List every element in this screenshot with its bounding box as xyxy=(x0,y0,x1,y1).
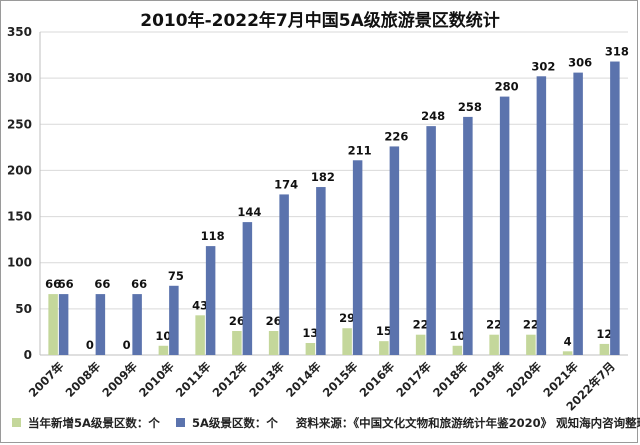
x-tick-label: 2018年 xyxy=(430,359,471,400)
x-tick-label: 2014年 xyxy=(283,359,324,400)
data-label-new: 10 xyxy=(155,329,171,343)
data-label-new: 22 xyxy=(523,318,539,332)
data-label-total: 75 xyxy=(168,269,184,283)
chart-title: 2010年-2022年7月中国5A级旅游景区数统计 xyxy=(140,11,500,31)
legend-item-total: 5A级景区数：个 xyxy=(175,416,282,430)
x-tick-label: 2010年 xyxy=(136,359,177,400)
bar-new xyxy=(268,331,279,355)
data-label-total: 144 xyxy=(237,205,261,219)
legend-item-new: 当年新增5A级景区数：个 xyxy=(12,416,164,430)
data-label-new: 12 xyxy=(596,327,612,341)
x-tick-label: 2012年 xyxy=(210,359,251,400)
bar-total xyxy=(95,294,106,355)
data-label-total: 211 xyxy=(348,143,372,157)
data-label-total: 306 xyxy=(568,56,592,70)
bar-total xyxy=(499,96,510,355)
data-label-total: 118 xyxy=(201,229,225,243)
y-tick-label: 0 xyxy=(24,348,32,362)
x-tick-label: 2007年 xyxy=(26,359,67,400)
data-label-new: 13 xyxy=(302,326,318,340)
data-label-new: 22 xyxy=(413,318,429,332)
data-label-new: 29 xyxy=(339,311,355,325)
bar-total xyxy=(389,146,400,355)
x-tick-label: 2015年 xyxy=(320,359,361,400)
bar-total xyxy=(463,116,473,355)
bar-new xyxy=(379,341,389,355)
bar-total xyxy=(610,61,620,355)
y-tick-label: 150 xyxy=(7,210,32,224)
source-note: 资料来源：《中国文化文物和旅游统计年鉴2020》 观知海内咨询整理 xyxy=(295,416,640,430)
bar-new xyxy=(452,345,463,355)
bar-total xyxy=(536,76,547,355)
data-label-total: 280 xyxy=(495,80,519,94)
x-tick-label: 2008年 xyxy=(63,359,104,400)
legend-label-total: 5A级景区数：个 xyxy=(191,416,278,430)
bar-total xyxy=(316,187,326,355)
bar-new xyxy=(342,328,352,355)
bar-new xyxy=(305,343,316,355)
data-label-new: 66 xyxy=(45,277,61,291)
data-label-new: 4 xyxy=(564,334,572,348)
data-label-total: 248 xyxy=(421,109,445,123)
bar-new xyxy=(526,334,536,355)
data-label-new: 0 xyxy=(86,338,94,352)
legend-label-new: 当年新增5A级景区数：个 xyxy=(28,416,160,430)
data-label-total: 226 xyxy=(384,129,408,143)
data-label-total: 182 xyxy=(311,170,335,184)
data-label-new: 26 xyxy=(229,314,245,328)
data-label-total: 66 xyxy=(131,277,147,291)
x-tick-label: 2020年 xyxy=(504,359,545,400)
data-label-new: 43 xyxy=(192,298,208,312)
data-label-total: 258 xyxy=(458,100,482,114)
bar-new xyxy=(415,334,426,355)
bar-new xyxy=(562,351,573,355)
x-tick-label: 2011年 xyxy=(173,359,214,400)
bar-new xyxy=(489,334,499,355)
legend-swatch-total xyxy=(175,418,185,427)
bar-total xyxy=(169,285,179,355)
bar-total xyxy=(352,160,363,355)
y-tick-label: 250 xyxy=(7,117,32,131)
x-tick-label: 2016年 xyxy=(357,359,398,400)
legend-swatch-new xyxy=(12,418,21,427)
data-label-new: 22 xyxy=(486,318,502,332)
bar-new xyxy=(232,331,242,355)
data-label-new: 26 xyxy=(266,314,282,328)
data-label-new: 10 xyxy=(449,329,465,343)
data-label-total: 302 xyxy=(531,59,555,73)
data-label-new: 0 xyxy=(123,338,131,352)
x-tick-label: 2013年 xyxy=(246,359,287,400)
bar-total xyxy=(242,222,253,355)
x-tick-label: 2017年 xyxy=(393,359,434,400)
bar-new xyxy=(48,294,58,355)
data-label-total: 174 xyxy=(274,177,298,191)
bar-total xyxy=(426,126,436,355)
data-label-total: 66 xyxy=(94,277,110,291)
data-label-new: 15 xyxy=(376,324,392,338)
y-tick-label: 200 xyxy=(7,163,32,177)
x-tick-label: 2009年 xyxy=(99,359,140,400)
bar-total xyxy=(573,72,583,355)
data-label-total: 318 xyxy=(605,45,629,59)
bar-new xyxy=(195,315,205,355)
y-tick-label: 50 xyxy=(15,302,32,316)
bar-total xyxy=(132,294,142,355)
x-tick-label: 2019年 xyxy=(467,359,508,400)
y-tick-label: 350 xyxy=(7,25,32,39)
bar-total xyxy=(279,194,289,355)
bar-total xyxy=(205,246,216,355)
y-tick-label: 100 xyxy=(7,256,32,270)
bar-new xyxy=(158,345,169,355)
data-label-total: 66 xyxy=(58,277,74,291)
y-tick-label: 300 xyxy=(7,71,32,85)
legend: 当年新增5A级景区数：个 5A级景区数：个 资料来源：《中国文化文物和旅游统计年… xyxy=(12,415,640,431)
bar-new xyxy=(599,343,610,355)
bar-total xyxy=(58,294,69,355)
